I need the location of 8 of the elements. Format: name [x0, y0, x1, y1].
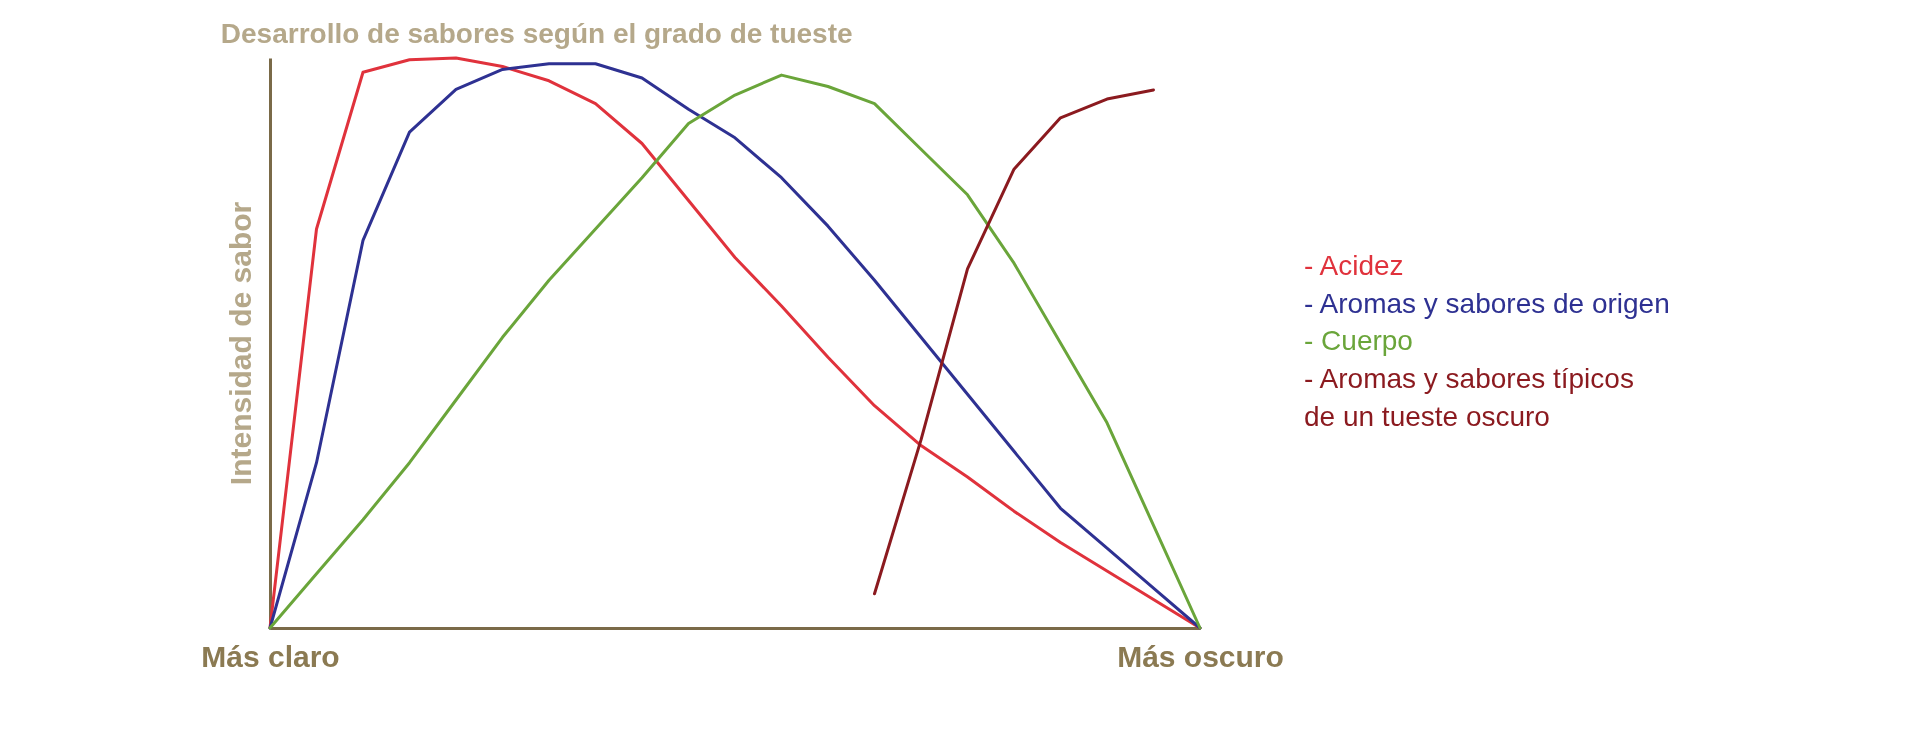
text: - Cuerpo [1304, 325, 1413, 356]
x-tick-label: Más oscuro [1117, 639, 1284, 673]
text: - Aromas y sabores de origen [1304, 287, 1670, 319]
text: - Acidez [1304, 250, 1404, 281]
y-axis-title: Intensidad de sabor [223, 201, 257, 486]
chart-title: Desarrollo de sabores según el grado de tueste [220, 17, 853, 49]
x-tick-label: Más claro [201, 639, 340, 673]
text: - Aromas y sabores típicos de un tueste oscuro [1304, 362, 1634, 432]
